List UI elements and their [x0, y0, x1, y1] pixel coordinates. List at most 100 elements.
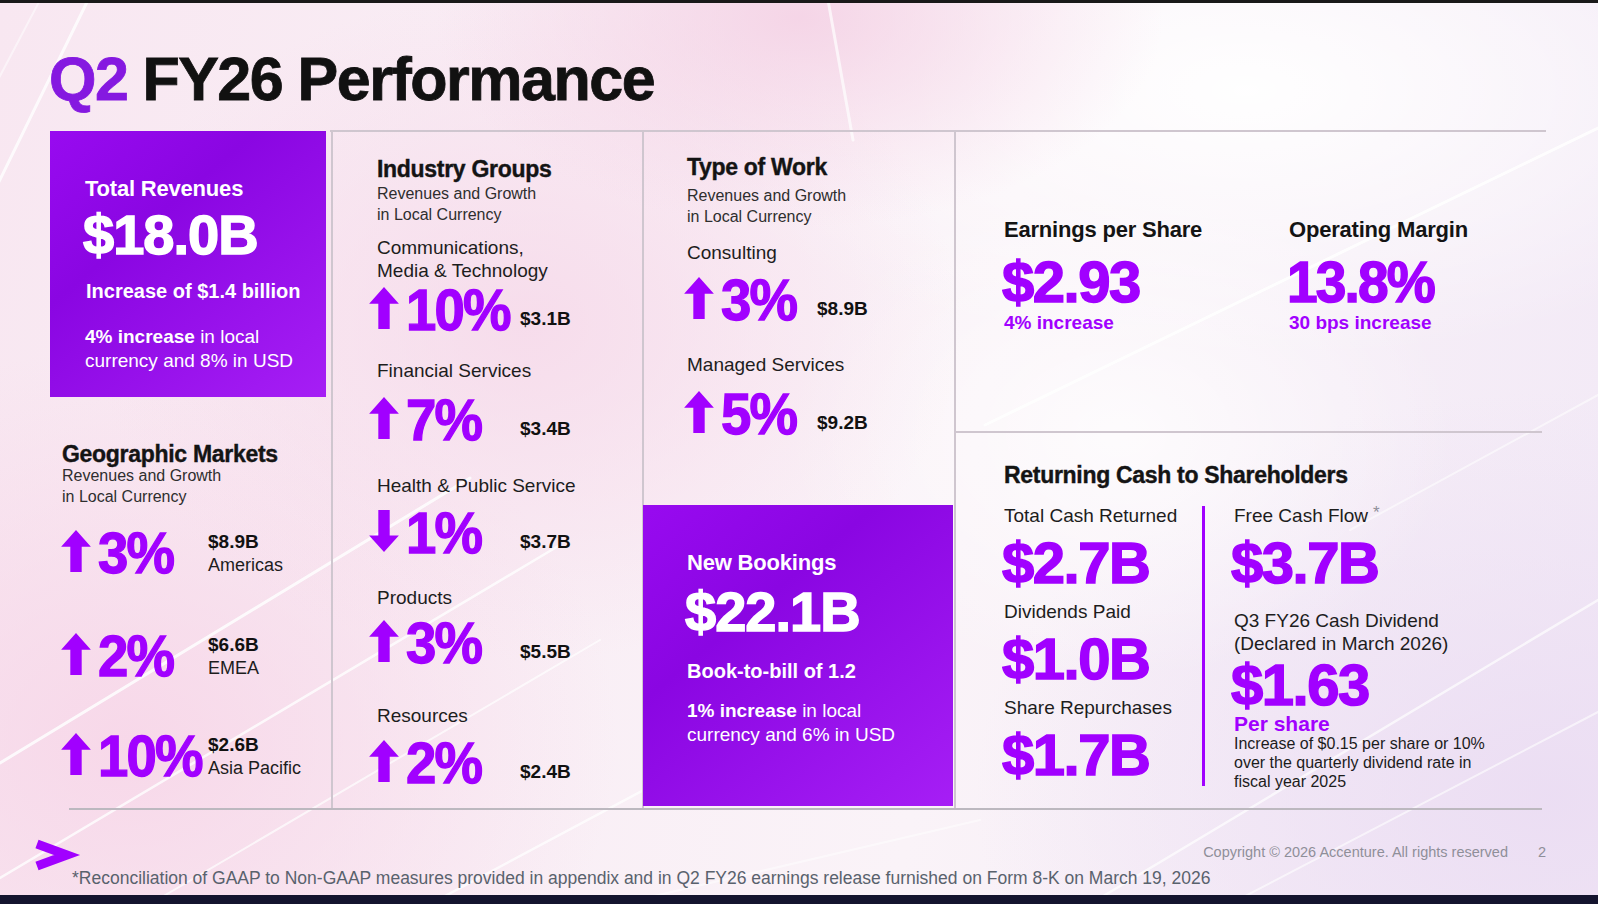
geo-value-block: $2.6BAsia Pacific	[208, 734, 301, 779]
work-row-managed-services: 5% $9.2B	[683, 385, 801, 443]
dividends-paid-label: Dividends Paid	[1004, 601, 1131, 624]
slide: Q2FY26 Performance Total Revenues $18.0B…	[0, 0, 1598, 904]
footnote: *Reconciliation of GAAP to Non-GAAP meas…	[72, 868, 1210, 889]
geo-row-americas: 3% $8.9BAmericas	[60, 524, 178, 582]
type-of-work-label: Managed Services	[687, 353, 844, 376]
copyright: Copyright © 2026 Accenture. All rights r…	[1150, 844, 1508, 860]
up-arrow-icon	[60, 733, 92, 775]
dividends-paid-value: $1.0B	[1002, 630, 1149, 688]
divider-returning-cash	[1202, 506, 1205, 786]
per-share-label: Per share	[1234, 713, 1330, 734]
percent-value: 5%	[721, 385, 796, 443]
industry-groups-subtitle: Revenues and Growthin Local Currency	[377, 184, 536, 226]
revenue-value: $3.4B	[520, 418, 571, 440]
eps-heading: Earnings per Share	[1004, 219, 1202, 241]
up-arrow-icon	[60, 633, 92, 675]
operating-margin-heading: Operating Margin	[1289, 219, 1468, 241]
share-repurchases-label: Share Repurchases	[1004, 697, 1172, 720]
eps-value: $2.93	[1002, 253, 1140, 311]
revenue-value: $2.4B	[520, 761, 571, 783]
free-cash-flow-value: $3.7B	[1231, 534, 1378, 592]
operating-margin-sub: 30 bps increase	[1289, 313, 1432, 332]
up-arrow-icon	[368, 620, 400, 662]
operating-margin-value: 13.8%	[1287, 253, 1434, 311]
new-bookings-value: $22.1B	[685, 584, 860, 640]
percent-value: 10%	[98, 727, 201, 785]
divider-col-1	[331, 130, 333, 808]
percent-value: 1%	[406, 504, 481, 562]
type-of-work-subtitle: Revenues and Growthin Local Currency	[687, 186, 846, 228]
title-rest: FY26 Performance	[142, 45, 654, 113]
divider-top	[330, 130, 1546, 132]
geo-row-asia-pacific: 10% $2.6BAsia Pacific	[60, 727, 208, 785]
returning-cash-heading: Returning Cash to Shareholders	[1004, 464, 1348, 487]
total-revenues-value: $18.0B	[83, 207, 258, 263]
percent-value: 2%	[98, 627, 173, 685]
geo-value-block: $6.6BEMEA	[208, 634, 259, 679]
total-revenues-line1: Increase of $1.4 billion	[86, 280, 301, 303]
revenue-value: $5.5B	[520, 641, 571, 663]
top-border	[0, 0, 1598, 3]
card-heading: New Bookings	[687, 550, 836, 576]
type-of-work-heading: Type of Work	[687, 156, 827, 179]
total-revenues-card: Total Revenues $18.0B Increase of $1.4 b…	[50, 131, 326, 397]
asterisk: *	[1373, 503, 1380, 522]
percent-value: 3%	[406, 614, 481, 672]
geographic-markets-heading: Geographic Markets	[62, 443, 278, 466]
new-bookings-card: New Bookings $22.1B Book-to-bill of 1.2 …	[643, 505, 953, 806]
geo-row-emea: 2% $6.6BEMEA	[60, 627, 178, 685]
dividend-label: Q3 FY26 Cash Dividend(Declared in March …	[1234, 609, 1448, 655]
divider-col-3	[954, 130, 956, 808]
revenue-value: $8.9B	[817, 298, 868, 320]
new-bookings-line1: Book-to-bill of 1.2	[687, 660, 856, 683]
dividend-note: Increase of $0.15 per share or 10% over …	[1234, 735, 1499, 792]
up-arrow-icon	[368, 397, 400, 439]
free-cash-flow-label: Free Cash Flow*	[1234, 505, 1380, 528]
total-revenues-detail: 4% increase in local currency and 8% in …	[85, 325, 335, 373]
total-cash-returned-value: $2.7B	[1002, 534, 1149, 592]
industry-row-resources: 2% $2.4B	[368, 734, 486, 792]
geo-value-block: $8.9BAmericas	[208, 531, 283, 576]
work-row-consulting: 3% $8.9B	[683, 271, 801, 329]
up-arrow-icon	[368, 740, 400, 782]
percent-value: 7%	[406, 391, 481, 449]
geographic-markets-subtitle: Revenues and Growthin Local Currency	[62, 466, 221, 508]
down-arrow-icon	[368, 510, 400, 552]
revenue-value: $9.2B	[817, 412, 868, 434]
industry-row-products: 3% $5.5B	[368, 614, 486, 672]
bottom-border	[0, 895, 1598, 904]
page-number: 2	[1538, 844, 1546, 860]
industry-label: Communications,Media & Technology	[377, 236, 548, 282]
percent-value: 3%	[98, 524, 173, 582]
revenue-value: $3.7B	[520, 531, 571, 553]
up-arrow-icon	[60, 530, 92, 572]
up-arrow-icon	[368, 287, 400, 329]
industry-label: Products	[377, 586, 452, 609]
industry-row-health: 1% $3.7B	[368, 504, 486, 562]
divider-kpi	[954, 431, 1542, 433]
up-arrow-icon	[683, 277, 715, 319]
detail-bold: 4% increase	[85, 326, 195, 347]
title-quarter: Q2	[49, 45, 127, 113]
divider-bottom	[69, 808, 1542, 810]
industry-label: Resources	[377, 704, 468, 727]
industry-groups-heading: Industry Groups	[377, 158, 551, 181]
percent-value: 2%	[406, 734, 481, 792]
percent-value: 10%	[406, 281, 509, 339]
industry-row-cmt: 10% $3.1B	[368, 281, 516, 339]
industry-label: Health & Public Service	[377, 474, 576, 497]
total-cash-returned-label: Total Cash Returned	[1004, 505, 1177, 528]
type-of-work-label: Consulting	[687, 241, 777, 264]
card-heading: Total Revenues	[85, 176, 243, 202]
page-title: Q2FY26 Performance	[49, 49, 654, 110]
new-bookings-detail: 1% increase in local currency and 6% in …	[687, 699, 937, 747]
up-arrow-icon	[683, 391, 715, 433]
dividend-value: $1.63	[1231, 656, 1369, 714]
share-repurchases-value: $1.7B	[1002, 726, 1149, 784]
revenue-value: $3.1B	[520, 308, 571, 330]
industry-row-financial: 7% $3.4B	[368, 391, 486, 449]
eps-sub: 4% increase	[1004, 313, 1114, 332]
percent-value: 3%	[721, 271, 796, 329]
industry-label: Financial Services	[377, 359, 531, 382]
accenture-logo	[32, 841, 72, 869]
